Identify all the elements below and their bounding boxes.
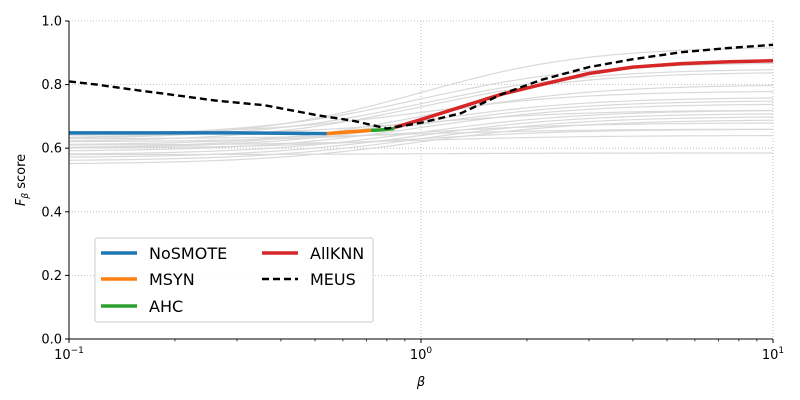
legend: NoSMOTE AllKNN MSYN MEUS AHC xyxy=(94,237,374,323)
series-line-allknn xyxy=(393,59,774,130)
y-tick-label: 0.6 xyxy=(41,142,62,157)
tick-labels: 0.0 0.2 0.4 0.6 0.8 1.0 10−1 100 101 xyxy=(41,15,784,364)
series-line-nosmote xyxy=(69,131,327,136)
background-series-line xyxy=(69,152,773,156)
background-series-line xyxy=(68,69,774,139)
y-tick-label: 0.0 xyxy=(41,333,62,348)
background-series-line xyxy=(69,128,773,140)
background-series-line xyxy=(68,113,774,158)
legend-label-meus: MEUS xyxy=(310,270,356,289)
series-line-msyn xyxy=(326,128,371,136)
y-tick-label: 0.8 xyxy=(41,78,62,93)
legend-label-msyn: MSYN xyxy=(149,270,195,289)
y-tick-label: 1.0 xyxy=(41,15,62,30)
series-line-meus xyxy=(68,43,774,130)
background-series-line xyxy=(69,135,773,146)
background-series-line xyxy=(68,119,774,165)
axis-titles: β Fβ score xyxy=(14,154,425,390)
x-tick-label: 101 xyxy=(762,346,784,363)
background-series-line xyxy=(68,100,774,149)
legend-label-ahc: AHC xyxy=(149,297,183,316)
x-axis-title: β xyxy=(416,375,425,390)
series-lines xyxy=(68,43,774,136)
legend-label-allknn: AllKNN xyxy=(310,244,364,263)
x-tick-label: 100 xyxy=(410,346,433,363)
legend-box xyxy=(94,237,374,323)
axes xyxy=(65,20,774,343)
x-tick-label: 10−1 xyxy=(54,346,84,363)
legend-label-nosmote: NoSMOTE xyxy=(149,244,227,263)
y-tick-label: 0.2 xyxy=(41,269,62,284)
background-series-line xyxy=(68,103,774,152)
y-tick-label: 0.4 xyxy=(41,205,62,220)
background-series-line xyxy=(68,122,774,143)
y-axis-title: Fβ score xyxy=(14,154,31,206)
